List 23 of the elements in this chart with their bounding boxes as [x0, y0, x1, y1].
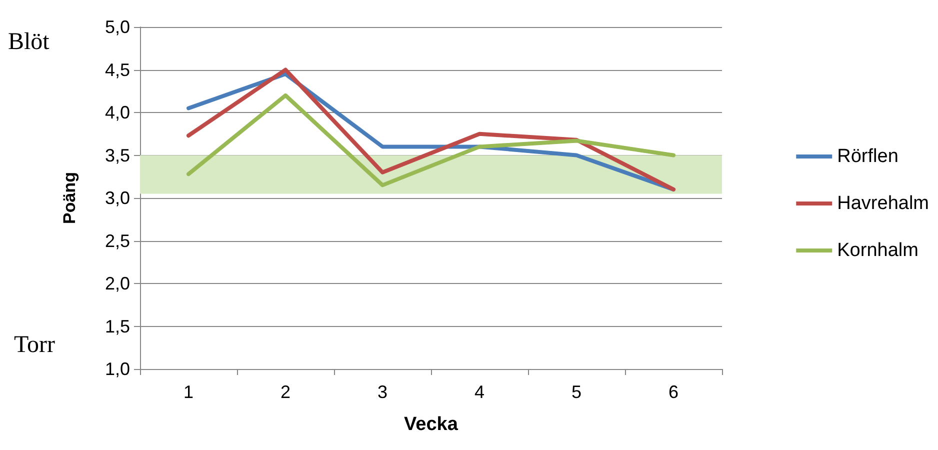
text: Torr	[14, 332, 55, 358]
y-tick-label: 5,0	[104, 17, 130, 37]
y-tick-label: 2,5	[104, 230, 130, 251]
y-tick-label: 1,0	[104, 359, 130, 379]
y-tick-label: 2,0	[104, 274, 130, 294]
y-axis-title: Poäng	[60, 172, 79, 224]
y-tick-label: 4,5	[104, 60, 130, 80]
x-tick-label: 3	[377, 382, 388, 402]
x-tick-label: 2	[280, 382, 291, 402]
x-tick-label: 6	[668, 382, 679, 402]
x-tick-label: 5	[571, 382, 582, 402]
y-tick-label: 3,0	[104, 188, 130, 208]
line-series	[186, 93, 676, 188]
legend-label: Kornhalm	[837, 240, 918, 261]
legend-label: Rörflen	[837, 146, 898, 167]
y-tick-label: 4,0	[104, 102, 130, 122]
text: Blöt	[8, 29, 50, 55]
legend-label: Havrehalm	[837, 193, 930, 214]
x-axis-title: Vecka	[404, 414, 458, 435]
y-tick-label: 3,5	[104, 145, 130, 166]
x-tick-label: 4	[474, 382, 485, 402]
x-tick-label: 1	[183, 382, 194, 402]
y-tick-label: 1,5	[104, 316, 130, 336]
